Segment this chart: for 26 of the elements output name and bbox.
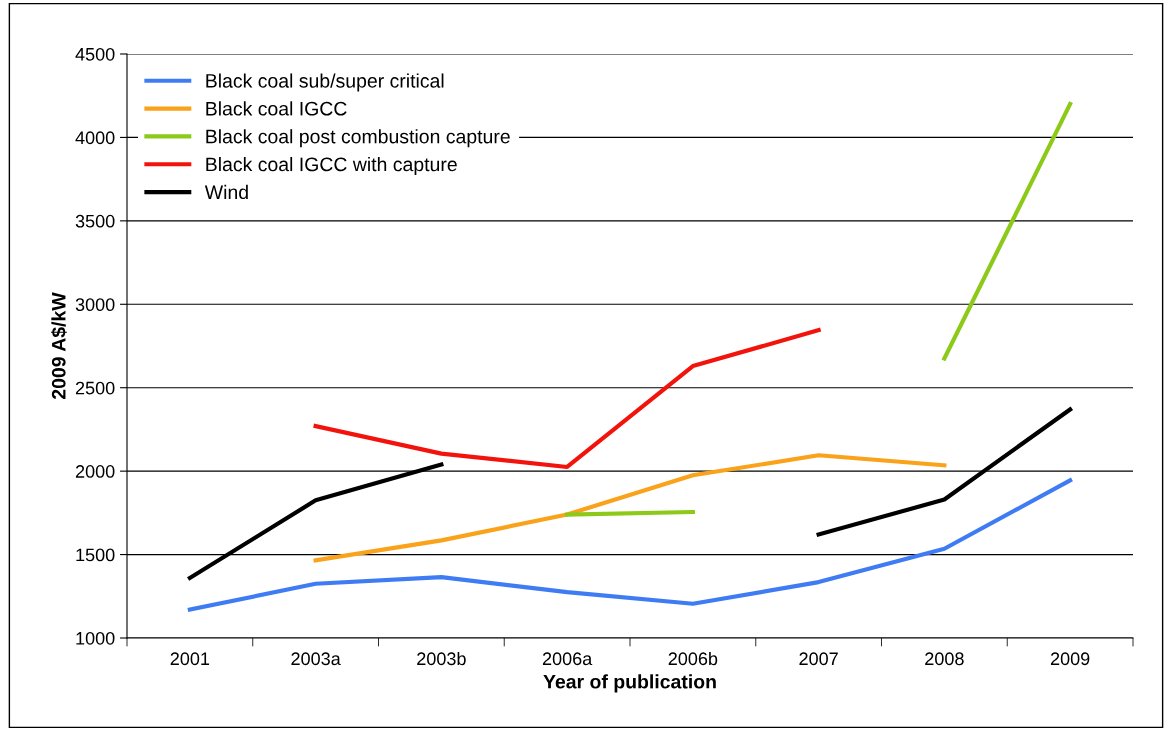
y-tick-label: 3500: [75, 214, 115, 228]
line-series: [187, 478, 1073, 612]
y-tick-label: 3000: [75, 298, 115, 312]
x-tick-label: 2001: [170, 652, 210, 666]
legend-label: Black coal post combustion capture: [206, 129, 510, 148]
line-series: [313, 453, 947, 563]
x-axis-title: Year of publication: [543, 674, 716, 693]
y-tick-label: 4000: [75, 131, 115, 145]
y-tick-label: 2500: [75, 381, 115, 395]
y-axis-title: 2009 A$/kW: [51, 292, 67, 399]
legend-label: Black coal IGCC: [206, 101, 347, 116]
x-tick-label: 2006b: [668, 651, 718, 666]
legend-label: Black coal sub/super critical: [206, 73, 444, 92]
x-tick-label: 2007: [799, 652, 838, 666]
y-tick-label: 2000: [75, 465, 115, 478]
y-tick-label: 1000: [76, 631, 115, 645]
line-series: [313, 328, 821, 470]
legend-label: Black coal IGCC with capture: [206, 156, 457, 176]
x-tick-label: 2003a: [291, 652, 341, 666]
y-tick-label: 4500: [75, 47, 115, 61]
legend-label: Wind: [204, 184, 248, 200]
x-tick-label: 2003b: [417, 651, 466, 666]
x-tick-label: 2008: [925, 652, 964, 666]
x-tick-label: 2009: [1050, 652, 1090, 666]
x-tick-label: 2006a: [542, 652, 593, 666]
y-tick-label: 1500: [76, 548, 115, 562]
